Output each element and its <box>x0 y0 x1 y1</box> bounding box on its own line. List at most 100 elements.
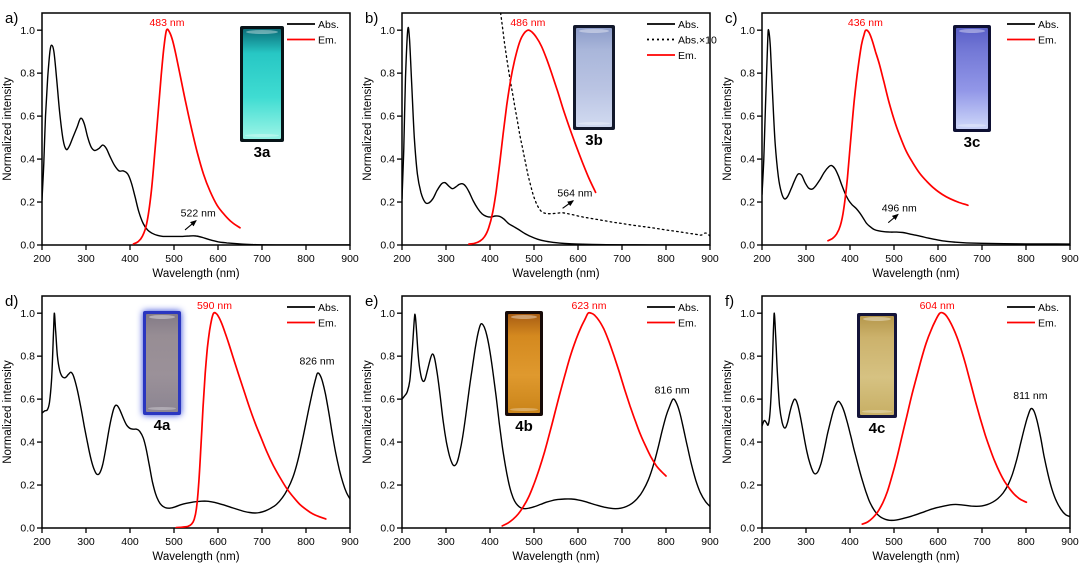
cuvette-rim-highlight <box>148 315 176 319</box>
x-tick-label: 200 <box>33 253 51 265</box>
x-tick-label: 200 <box>753 253 771 265</box>
y-tick-label: 0.4 <box>740 437 755 449</box>
x-tick-label: 800 <box>1017 536 1035 548</box>
x-tick-label: 900 <box>1061 253 1079 265</box>
y-tick-label: 1.0 <box>380 308 395 320</box>
x-axis-title: Wavelength (nm) <box>152 268 239 280</box>
panel-a: 200 300 400 500 600 700 800 900 0.0 0.2 0.4 0.6 0.8 1… <box>0 0 360 283</box>
x-tick-label: 300 <box>797 253 815 265</box>
x-tick-label: 700 <box>973 536 991 548</box>
x-tick-label: 300 <box>437 253 455 265</box>
legend-label: Em. <box>1038 34 1057 46</box>
x-tick-label: 300 <box>77 536 95 548</box>
x-tick-label: 600 <box>569 253 587 265</box>
legend-label: Abs. <box>318 19 339 31</box>
y-tick-label: 0.4 <box>20 154 35 166</box>
legend-label: Em. <box>678 317 697 329</box>
y-tick-label: 0.6 <box>20 394 35 406</box>
y-tick-label: 1.0 <box>380 25 395 37</box>
x-tick-label: 500 <box>885 253 903 265</box>
abs-curve <box>402 313 710 510</box>
y-tick-label: 0.8 <box>740 68 755 80</box>
annotation-label: 496 nm <box>882 203 917 215</box>
cuvette-liquid <box>956 28 988 129</box>
x-tick-label: 400 <box>481 253 499 265</box>
x-tick-label: 800 <box>657 253 675 265</box>
panel-letter: e) <box>365 293 378 310</box>
legend-label: Abs.×10 <box>678 34 717 46</box>
spectra-plot-a: 200 300 400 500 600 700 800 900 0.0 0.2 0.4 0.6 0.8 1… <box>2 10 359 280</box>
x-tick-label: 600 <box>929 536 947 548</box>
x-axis-title: Wavelength (nm) <box>872 551 959 563</box>
y-tick-label: 0.8 <box>740 351 755 363</box>
x-tick-label: 900 <box>701 536 719 548</box>
cuvette-photo-4a <box>143 311 181 415</box>
x-tick-label: 500 <box>885 536 903 548</box>
spectra-plot-e: 200 300 400 500 600 700 800 900 0.0 0.2 0.4 0.6 0.8 1… <box>362 293 719 563</box>
cuvette-rim-highlight <box>958 29 986 33</box>
x-tick-label: 400 <box>121 253 139 265</box>
x-tick-label: 300 <box>437 536 455 548</box>
y-tick-label: 0.6 <box>740 111 755 123</box>
inset-label: 3a <box>253 144 271 161</box>
cuvette-base-highlight <box>245 134 279 137</box>
cuvette-rim-highlight <box>510 315 538 319</box>
y-tick-label: 0.0 <box>20 523 35 535</box>
panel-c: 200 300 400 500 600 700 800 900 0.0 0.2 0.4 0.6 0.8 1… <box>720 0 1080 283</box>
legend-label: Em. <box>318 317 337 329</box>
x-tick-label: 500 <box>165 536 183 548</box>
y-tick-label: 0.0 <box>380 240 395 252</box>
em-curve <box>827 29 969 242</box>
panel-e: 200 300 400 500 600 700 800 900 0.0 0.2 0.4 0.6 0.8 1… <box>360 283 720 566</box>
y-tick-label: 0.2 <box>740 480 755 492</box>
cuvette-photo-4b <box>505 311 543 416</box>
x-tick-label: 300 <box>77 253 95 265</box>
annotation-label: 816 nm <box>655 385 690 397</box>
panel-letter: d) <box>5 293 18 310</box>
x-tick-label: 700 <box>253 253 271 265</box>
y-tick-label: 0.6 <box>380 111 395 123</box>
x-tick-label: 500 <box>525 253 543 265</box>
x-axis-title: Wavelength (nm) <box>152 551 239 563</box>
spectra-plot-f: 200 300 400 500 600 700 800 900 0.0 0.2 0.4 0.6 0.8 1… <box>722 293 1079 563</box>
cuvette-base-highlight <box>862 410 892 413</box>
panel-letter: c) <box>725 10 738 27</box>
plot-frame <box>401 12 711 246</box>
y-axis-title: Normalized intensity <box>2 360 14 464</box>
x-tick-label: 200 <box>393 536 411 548</box>
cuvette-rim-highlight <box>246 30 278 34</box>
x-tick-label: 600 <box>209 253 227 265</box>
plot-frame <box>761 295 1071 529</box>
plot-frame <box>41 295 351 529</box>
x-tick-label: 400 <box>841 253 859 265</box>
y-tick-label: 0.2 <box>380 480 395 492</box>
legend-label: Abs. <box>678 19 699 31</box>
x-axis-title: Wavelength (nm) <box>512 551 599 563</box>
y-tick-label: 0.0 <box>740 240 755 252</box>
x-tick-label: 900 <box>341 253 359 265</box>
cuvette-liquid <box>860 316 894 415</box>
x-tick-label: 700 <box>613 253 631 265</box>
inset-label: 4c <box>868 420 886 437</box>
x-tick-label: 600 <box>209 536 227 548</box>
annotation-label: 590 nm <box>197 300 232 312</box>
inset-label: 4a <box>153 417 171 434</box>
x-tick-label: 200 <box>753 536 771 548</box>
panel-b: 200 300 400 500 600 700 800 900 0.0 0.2 0.4 0.6 0.8 1… <box>360 0 720 283</box>
legend-label: Abs. <box>318 302 339 314</box>
abs10-curve <box>499 13 710 237</box>
y-tick-label: 1.0 <box>740 308 755 320</box>
spectra-plot-b: 200 300 400 500 600 700 800 900 0.0 0.2 0.4 0.6 0.8 1… <box>362 10 719 280</box>
x-tick-label: 800 <box>297 536 315 548</box>
x-axis-title: Wavelength (nm) <box>512 268 599 280</box>
legend-label: Em. <box>318 34 337 46</box>
cuvette-liquid <box>146 314 178 412</box>
y-tick-label: 0.4 <box>380 437 395 449</box>
cuvette-photo-4c <box>857 313 897 418</box>
x-tick-label: 800 <box>297 253 315 265</box>
y-tick-label: 0.6 <box>20 111 35 123</box>
abs-curve <box>762 312 1070 522</box>
annotation-label: 483 nm <box>149 17 184 29</box>
x-tick-label: 400 <box>121 536 139 548</box>
y-tick-label: 0.6 <box>380 394 395 406</box>
